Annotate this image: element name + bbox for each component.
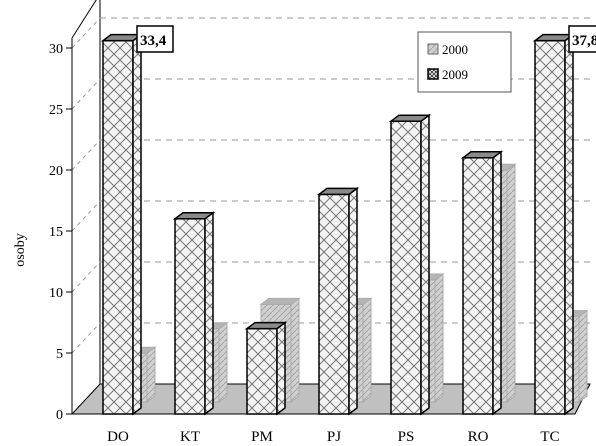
- data-label: 37,8: [572, 33, 596, 49]
- bar-2000-top-PM: [259, 297, 301, 305]
- bar-2009-TC-front: [534, 39, 566, 415]
- x-tick-label-PM: PM: [251, 429, 273, 445]
- bar-2009-PM-side: [276, 321, 286, 416]
- bar-2009-DO-side: [132, 33, 142, 416]
- y-tick-label: 25: [49, 103, 63, 118]
- gridline-depth: [71, 261, 101, 293]
- bar-2009-RO-side: [492, 150, 502, 416]
- data-label-box: [568, 25, 596, 53]
- x-tick-label-KT: KT: [180, 429, 200, 445]
- x-tick-label-RO: RO: [468, 429, 489, 445]
- bar-2000-side-KT: [218, 321, 228, 403]
- bar-2009-PS: [388, 113, 432, 416]
- bar-2009-KT-front: [174, 218, 206, 415]
- bar-2009-TC-top: [532, 33, 576, 42]
- data-label-box: [136, 25, 174, 53]
- bar-2009-RO-front: [462, 157, 494, 415]
- bar-2009-TC: [532, 33, 576, 416]
- legend-swatch-2000: [427, 43, 439, 55]
- bar-2000-side-PJ: [362, 297, 372, 403]
- bar-2009-PS-side: [420, 113, 430, 416]
- legend-swatch-2009: [427, 68, 439, 80]
- bar-2009-PJ-front: [318, 193, 350, 415]
- gridline-depth: [71, 78, 101, 110]
- data-labels: 33,4 37,8: [136, 25, 596, 53]
- bar-2000-side-PS: [434, 273, 444, 403]
- back-wall-edge: [99, 0, 101, 384]
- x-tick-label-PJ: PJ: [327, 429, 341, 445]
- bar-2009-TC-side: [564, 33, 574, 416]
- legend: 2000 2009: [417, 31, 512, 93]
- gridline-depth: [71, 322, 101, 354]
- axes: 0 5 10 15 20 25 30 DO KT PM PJ PS RO TC: [49, 0, 575, 445]
- bar-2000-side-TC: [578, 309, 588, 403]
- y-tick-label: 20: [49, 164, 63, 179]
- gridline-depth: [71, 139, 101, 171]
- bar-2009-PM: [244, 321, 288, 416]
- bar-2009-PM-front: [246, 327, 278, 415]
- bar-2009-RO: [460, 150, 504, 416]
- bar-2009-PJ: [316, 186, 360, 416]
- bar-2009-PJ-side: [348, 186, 358, 416]
- bar-2009-KT: [172, 211, 216, 416]
- bar-2009-KT-top: [172, 212, 216, 220]
- x-tick-label-PS: PS: [398, 429, 415, 445]
- bar-2009-PS-top: [388, 114, 432, 122]
- x-tick-label-TC: TC: [540, 429, 559, 445]
- bar-2009-DO-front: [102, 39, 134, 415]
- gridline-depth: [71, 17, 101, 49]
- y-axis-depth-edge: [71, 0, 97, 39]
- bar-2009-PM-top: [244, 321, 288, 330]
- chart-back-wall: [99, 0, 101, 384]
- bar-2009-PS-front: [390, 120, 422, 415]
- bar-2000-side-DO: [146, 346, 156, 403]
- bar-2000-side-PM: [290, 297, 300, 403]
- legend-label-2009: 2009: [442, 67, 468, 82]
- legend-label-2000: 2000: [442, 42, 468, 57]
- bar-2000-side-RO: [506, 163, 516, 403]
- y-axis-label: osoby: [13, 233, 28, 266]
- y-tick-label: 10: [49, 286, 63, 301]
- x-tick-label-DO: DO: [107, 429, 129, 445]
- y-tick-label: 15: [49, 225, 63, 240]
- bar-2009-KT-side: [204, 211, 214, 416]
- bar-2009-RO-top: [460, 151, 504, 159]
- bar-2009-PJ-top: [316, 187, 360, 196]
- y-tick-label: 0: [56, 408, 63, 423]
- bar-2009-DO: [100, 33, 144, 416]
- data-label: 33,4: [140, 33, 167, 49]
- y-tick-label: 5: [56, 347, 63, 362]
- bars: [100, 33, 589, 416]
- gridline-depth: [71, 200, 101, 232]
- bar-2009-DO-top: [100, 33, 144, 42]
- y-tick-label: 30: [49, 42, 63, 57]
